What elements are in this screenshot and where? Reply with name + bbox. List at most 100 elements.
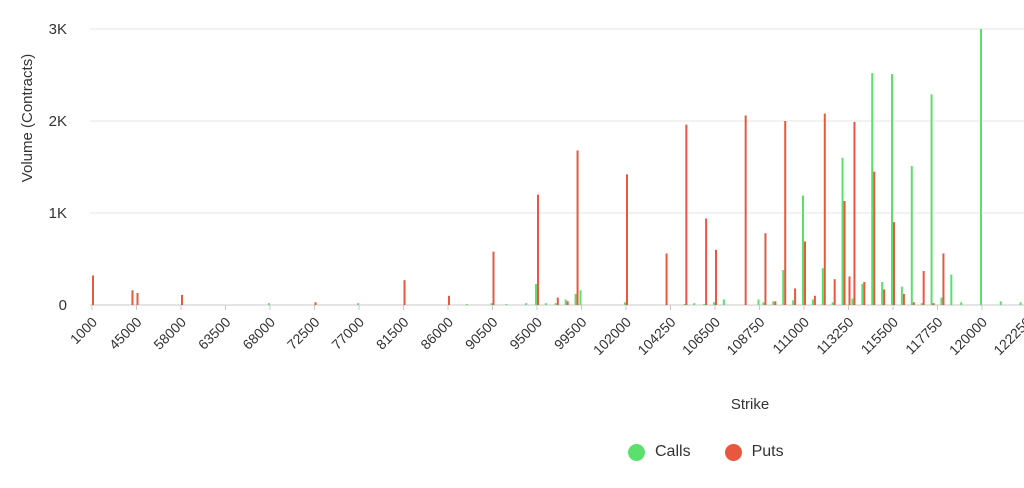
- bar-calls-77000[interactable]: [357, 303, 359, 305]
- bar-calls-88000[interactable]: [465, 304, 468, 305]
- bar-puts-115000[interactable]: [883, 289, 886, 305]
- bar-puts-106000[interactable]: [705, 218, 708, 305]
- bar-calls-99500[interactable]: [579, 290, 582, 305]
- bar-calls-99000[interactable]: [574, 293, 577, 305]
- bar-calls-110500[interactable]: [792, 300, 795, 305]
- bar-calls-105500[interactable]: [693, 303, 696, 305]
- bar-calls-111000[interactable]: [802, 195, 804, 305]
- bar-puts-40000[interactable]: [131, 290, 134, 305]
- legend: Calls Puts: [628, 443, 784, 461]
- bar-calls-118000[interactable]: [940, 297, 943, 305]
- bar-puts-117000[interactable]: [922, 270, 925, 305]
- bar-calls-90500[interactable]: [490, 303, 493, 305]
- bar-calls-115000[interactable]: [881, 282, 884, 305]
- bar-calls-120000[interactable]: [980, 29, 982, 305]
- bar-puts-111500[interactable]: [813, 295, 816, 305]
- calls-dot-icon: [628, 443, 645, 461]
- x-tick-label: 104250: [634, 314, 678, 358]
- bar-puts-106500[interactable]: [715, 249, 717, 305]
- bar-calls-95000[interactable]: [535, 283, 537, 305]
- bar-calls-106500[interactable]: [713, 302, 715, 305]
- x-tick-label: 99500: [551, 314, 590, 353]
- bar-calls-121000[interactable]: [999, 301, 1002, 305]
- bar-calls-113000[interactable]: [841, 157, 844, 305]
- x-tick-label: 72500: [284, 314, 323, 353]
- bar-calls-116000[interactable]: [900, 286, 903, 305]
- bar-calls-115500[interactable]: [891, 74, 893, 305]
- bar-puts-113500[interactable]: [853, 121, 856, 305]
- bar-puts-109000[interactable]: [764, 233, 767, 305]
- bar-puts-72500[interactable]: [314, 302, 317, 305]
- bar-puts-99000[interactable]: [576, 150, 579, 305]
- bar-calls-114500[interactable]: [871, 73, 874, 305]
- bar-calls-96000[interactable]: [544, 303, 547, 305]
- bar-calls-112500[interactable]: [831, 302, 834, 305]
- bar-puts-110000[interactable]: [784, 121, 787, 305]
- bar-calls-102000[interactable]: [624, 302, 626, 305]
- bar-puts-118000[interactable]: [942, 253, 945, 305]
- bar-calls-108750[interactable]: [757, 299, 760, 305]
- bar-puts-98000[interactable]: [566, 301, 569, 305]
- bar-puts-95000[interactable]: [537, 194, 539, 305]
- bar-calls-105000[interactable]: [683, 304, 686, 305]
- bar-calls-117000[interactable]: [920, 303, 923, 305]
- bar-puts-115500[interactable]: [893, 222, 895, 305]
- bar-calls-106000[interactable]: [703, 304, 706, 305]
- bar-puts-114000[interactable]: [863, 282, 866, 305]
- bar-calls-92000[interactable]: [505, 304, 508, 305]
- bar-calls-109000[interactable]: [762, 302, 765, 305]
- bar-puts-45000[interactable]: [136, 293, 139, 305]
- bar-puts-102000[interactable]: [626, 174, 628, 305]
- bar-puts-97000[interactable]: [556, 297, 559, 305]
- bar-puts-86000[interactable]: [448, 295, 450, 305]
- x-tick-label: 106500: [679, 314, 723, 358]
- x-tick-label: 63500: [195, 314, 234, 353]
- bar-puts-116500[interactable]: [912, 302, 915, 305]
- bar-calls-114000[interactable]: [861, 283, 864, 305]
- bar-calls-122000[interactable]: [1019, 302, 1022, 305]
- bar-puts-1000[interactable]: [92, 275, 94, 305]
- bar-puts-112500[interactable]: [833, 279, 836, 305]
- bar-calls-94000[interactable]: [525, 303, 528, 305]
- bar-calls-117500[interactable]: [930, 94, 933, 305]
- y-tick-label: 3K: [49, 21, 67, 38]
- bar-calls-113500[interactable]: [851, 298, 854, 305]
- bar-puts-110500[interactable]: [794, 288, 797, 305]
- x-tick-label: 120000: [946, 314, 990, 358]
- x-tick-label: 117750: [902, 314, 946, 358]
- bar-calls-116500[interactable]: [910, 166, 913, 305]
- x-tick-label: 45000: [106, 314, 145, 353]
- y-axis-title: Volume (Contracts): [19, 54, 36, 182]
- bar-puts-117500[interactable]: [932, 303, 935, 305]
- bar-calls-98000[interactable]: [564, 299, 567, 305]
- bar-puts-81500[interactable]: [403, 280, 406, 305]
- bar-calls-111500[interactable]: [811, 299, 814, 305]
- x-tick-label: 108750: [723, 314, 767, 358]
- x-tick-label: 81500: [373, 314, 412, 353]
- bar-calls-118500[interactable]: [950, 274, 953, 305]
- legend-item-calls[interactable]: Calls: [628, 443, 691, 461]
- legend-item-puts[interactable]: Puts: [724, 443, 784, 461]
- bar-puts-113250[interactable]: [848, 276, 851, 305]
- bar-puts-114500[interactable]: [873, 171, 876, 305]
- bar-calls-107000[interactable]: [722, 299, 725, 305]
- bar-calls-68000[interactable]: [268, 303, 270, 305]
- bar-puts-105000[interactable]: [685, 124, 688, 306]
- bar-puts-112000[interactable]: [823, 113, 826, 305]
- bar-puts-108000[interactable]: [744, 115, 747, 305]
- bar-puts-90500[interactable]: [492, 251, 495, 305]
- legend-label-puts: Puts: [751, 443, 784, 460]
- x-tick-label: 77000: [328, 314, 367, 353]
- bar-calls-119000[interactable]: [960, 302, 963, 305]
- bar-puts-111000[interactable]: [804, 241, 806, 305]
- bar-puts-58000[interactable]: [181, 294, 183, 305]
- bar-puts-116000[interactable]: [902, 293, 905, 305]
- bar-puts-104000[interactable]: [665, 253, 668, 305]
- bar-calls-109500[interactable]: [772, 301, 775, 305]
- bar-puts-113000[interactable]: [843, 201, 846, 305]
- bar-calls-112000[interactable]: [821, 268, 824, 305]
- bar-calls-110000[interactable]: [782, 270, 785, 305]
- bar-puts-109500[interactable]: [774, 301, 777, 305]
- bar-calls-97000[interactable]: [554, 303, 557, 305]
- x-tick-label: 113250: [813, 314, 857, 358]
